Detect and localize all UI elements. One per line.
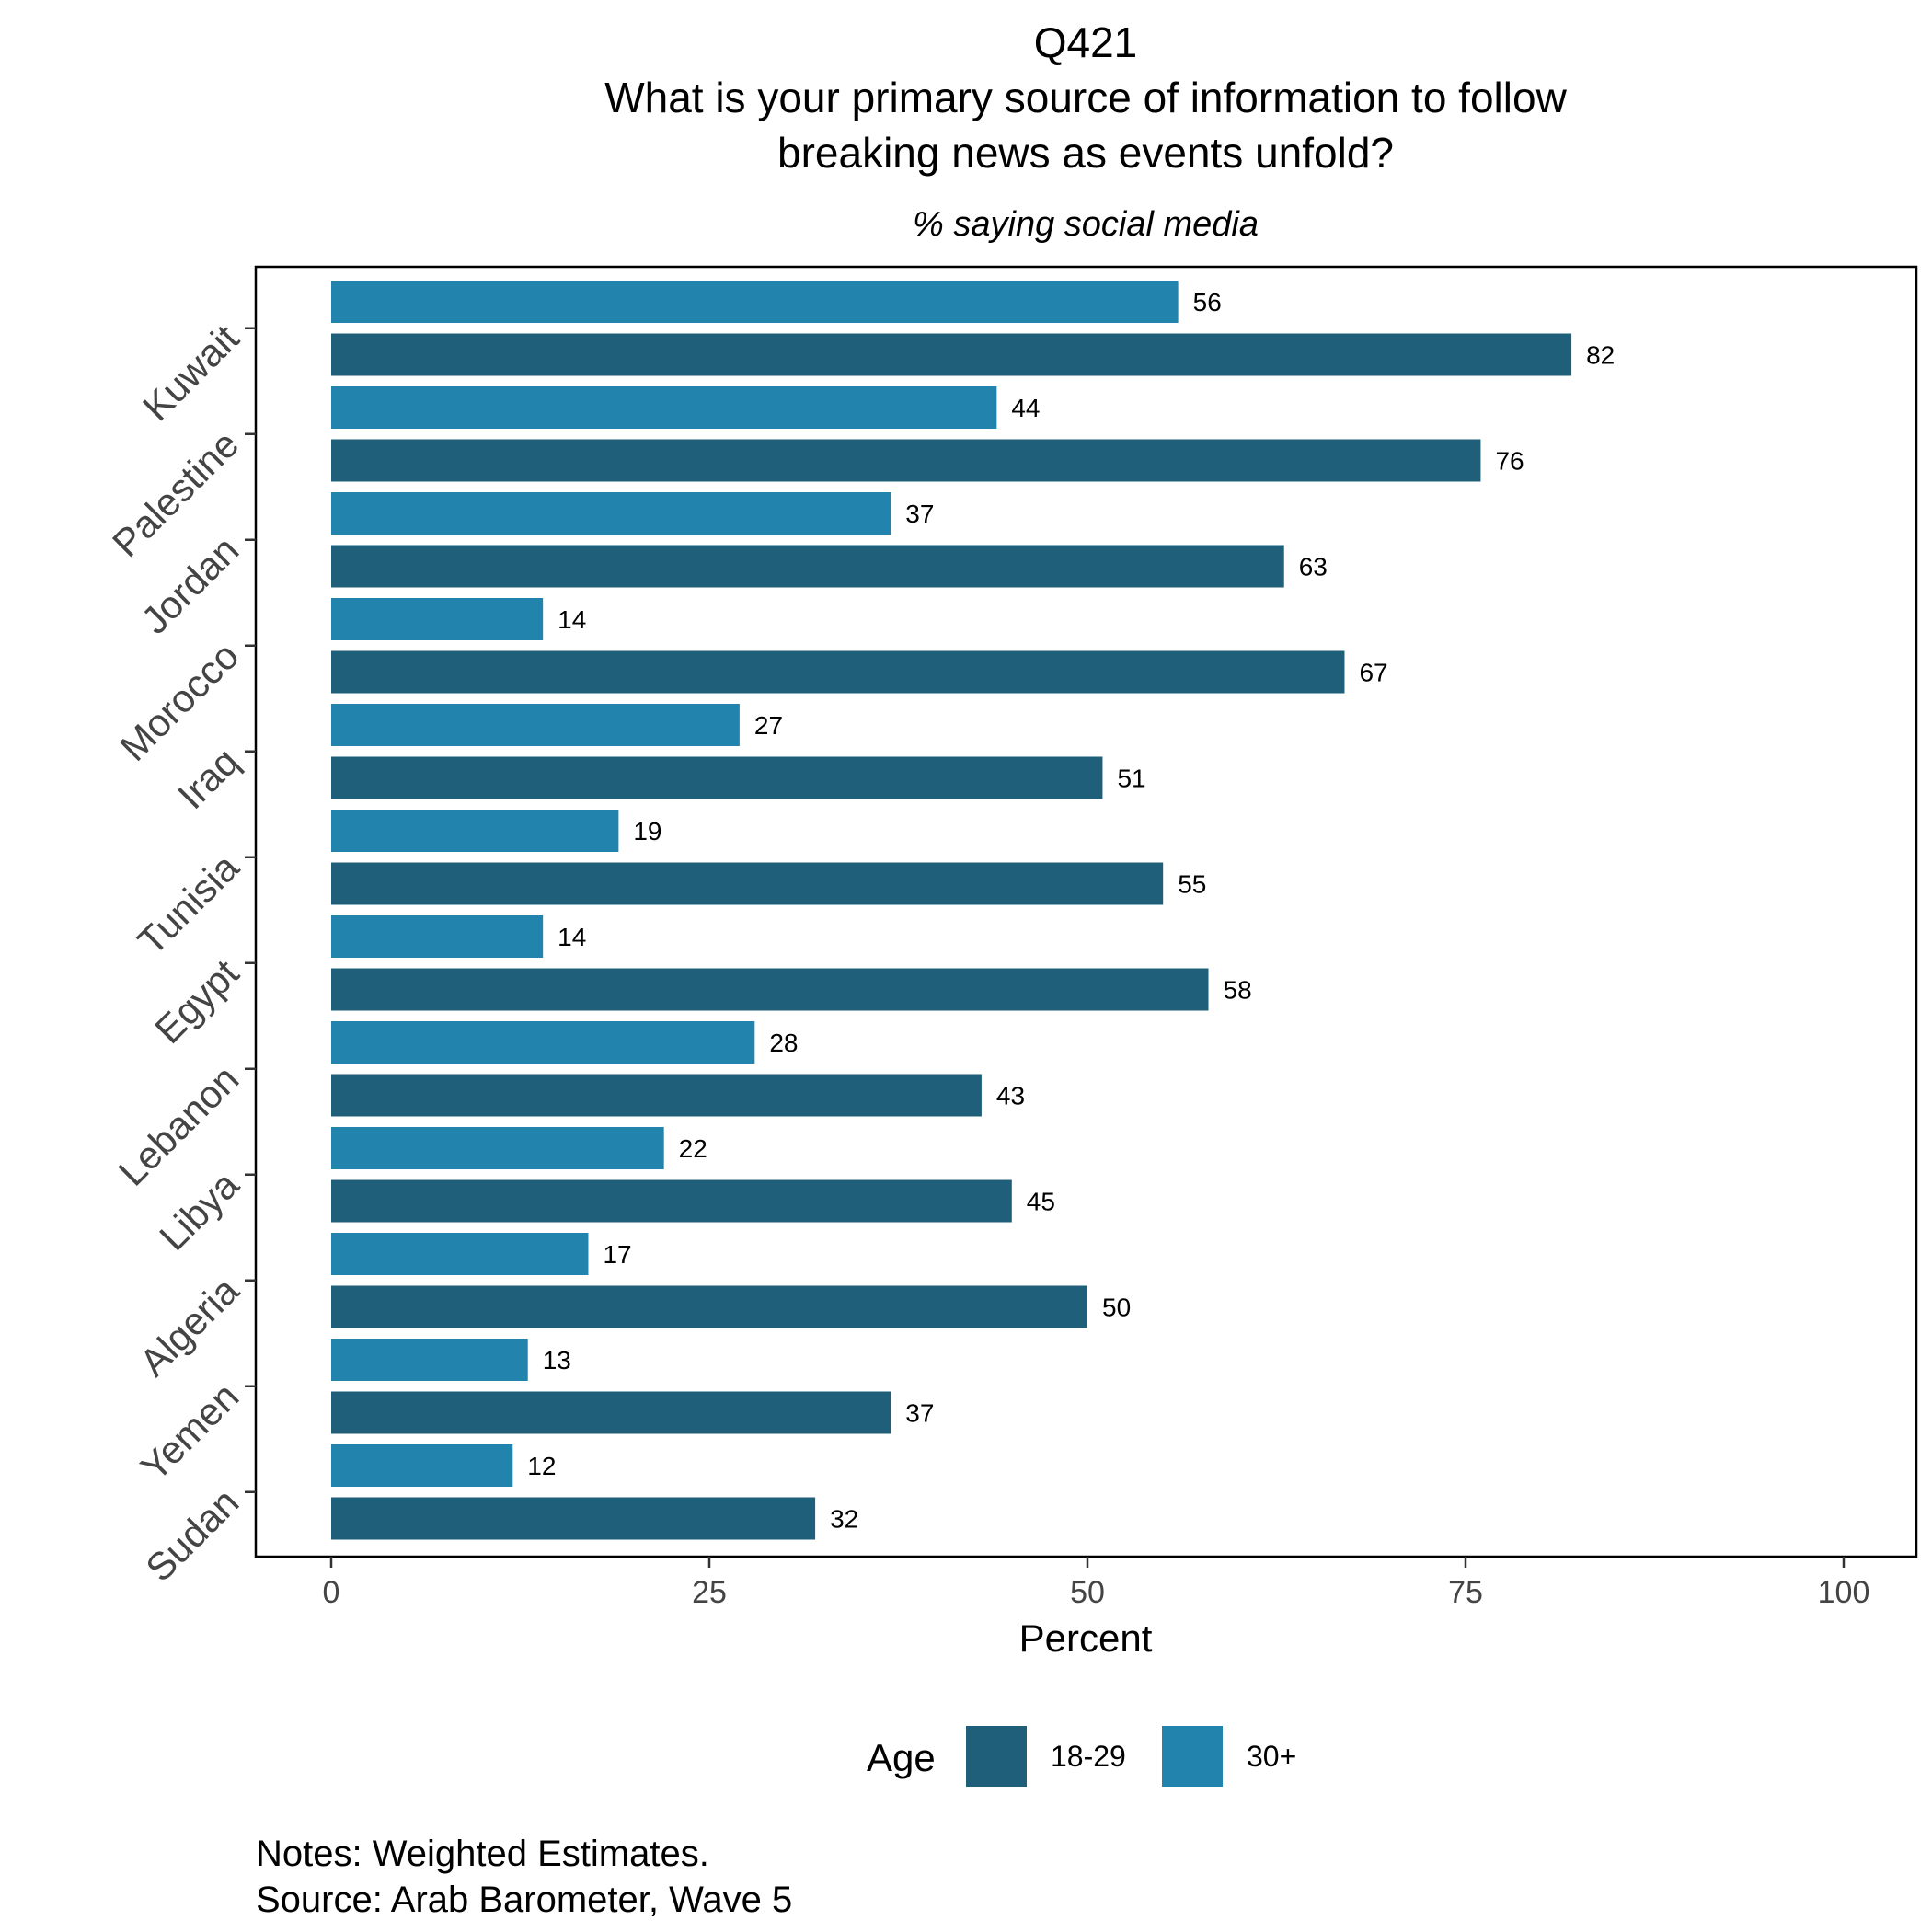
x-tick-label-50: 50 <box>1070 1575 1105 1610</box>
y-tick-label-libya: Libya <box>151 1162 247 1259</box>
y-tick-label-tunisia: Tunisia <box>129 845 247 962</box>
bar-tunisia-18-29 <box>331 862 1164 905</box>
data-label-palestine-18-29: 76 <box>1495 447 1524 476</box>
bar-algeria-30 <box>331 1233 589 1275</box>
bar-palestine-30 <box>331 386 997 429</box>
data-label-palestine-30: 44 <box>1011 394 1040 422</box>
y-axis: KuwaitPalestineJordanMoroccoIraqTunisiaE… <box>104 316 256 1590</box>
bar-lebanon-30 <box>331 1021 755 1064</box>
data-label-sudan-30: 12 <box>527 1452 556 1480</box>
data-labels-layer: 56 82 44 76 37 63 14 67 27 51 19 55 14 58 28 43 22 45 17 50… <box>527 288 1615 1534</box>
y-tick-label-sudan: Sudan <box>137 1480 247 1590</box>
legend-title: Age <box>867 1736 936 1779</box>
y-tick-label-egypt: Egypt <box>146 951 247 1052</box>
x-tick-label-100: 100 <box>1818 1575 1870 1610</box>
data-label-yemen-18-29: 37 <box>905 1399 934 1428</box>
bar-yemen-18-29 <box>331 1391 891 1434</box>
bar-lebanon-18-29 <box>331 1074 982 1117</box>
data-label-jordan-18-29: 63 <box>1299 553 1328 581</box>
bar-iraq-18-29 <box>331 756 1103 799</box>
data-label-algeria-30: 17 <box>603 1240 631 1269</box>
data-label-tunisia-30: 19 <box>633 817 661 845</box>
plot-panel <box>254 265 1918 1558</box>
data-label-libya-30: 22 <box>679 1134 707 1163</box>
chart-title-line-2: What is your primary source of informati… <box>604 74 1567 121</box>
data-label-kuwait-18-29: 82 <box>1586 341 1615 370</box>
bars-layer <box>331 281 1572 1540</box>
y-tick-label-iraq: Iraq <box>169 740 247 817</box>
x-tick-label-0: 0 <box>323 1575 340 1610</box>
bar-jordan-18-29 <box>331 545 1284 588</box>
bar-morocco-30 <box>331 598 544 640</box>
data-label-yemen-30: 13 <box>543 1346 571 1374</box>
bar-morocco-18-29 <box>331 650 1345 694</box>
bar-egypt-30 <box>331 915 544 958</box>
data-label-lebanon-18-29: 43 <box>996 1082 1025 1110</box>
legend-label-30plus: 30+ <box>1247 1740 1296 1773</box>
bar-sudan-30 <box>331 1444 513 1487</box>
bar-egypt-18-29 <box>331 968 1209 1011</box>
data-label-morocco-30: 14 <box>558 605 586 634</box>
x-axis: 0 25 50 75 100 <box>323 1557 1870 1610</box>
legend: Age 18-29 30+ <box>867 1726 1296 1787</box>
data-label-jordan-30: 37 <box>905 500 934 528</box>
legend-swatch-30plus <box>1162 1726 1223 1787</box>
bar-kuwait-30 <box>331 281 1179 323</box>
bar-sudan-18-29 <box>331 1497 816 1540</box>
bar-libya-18-29 <box>331 1179 1012 1223</box>
y-tick-label-morocco: Morocco <box>111 634 247 769</box>
chart-subtitle: % saying social media <box>913 205 1259 244</box>
legend-label-18-29: 18-29 <box>1051 1740 1126 1773</box>
bar-palestine-18-29 <box>331 439 1481 482</box>
data-label-algeria-18-29: 50 <box>1102 1294 1131 1322</box>
y-tick-label-kuwait: Kuwait <box>134 316 247 430</box>
data-label-egypt-18-29: 58 <box>1224 976 1252 1005</box>
y-tick-label-algeria: Algeria <box>132 1268 247 1384</box>
data-label-sudan-18-29: 32 <box>830 1505 858 1534</box>
chart-title-line-1: Q421 <box>1034 18 1138 66</box>
data-label-libya-18-29: 45 <box>1027 1188 1055 1216</box>
x-axis-title: Percent <box>1019 1616 1153 1660</box>
data-label-lebanon-30: 28 <box>769 1029 798 1057</box>
bar-libya-30 <box>331 1127 664 1169</box>
bar-yemen-30 <box>331 1339 528 1381</box>
data-label-tunisia-18-29: 55 <box>1178 870 1206 899</box>
bar-tunisia-30 <box>331 810 619 852</box>
legend-swatch-18-29 <box>966 1726 1027 1787</box>
bar-jordan-30 <box>331 492 891 535</box>
data-label-iraq-18-29: 51 <box>1117 765 1145 793</box>
data-label-kuwait-30: 56 <box>1193 288 1222 316</box>
chart-title-line-3: breaking news as events unfold? <box>777 129 1394 177</box>
source-line: Source: Arab Barometer, Wave 5 <box>256 1880 792 1920</box>
notes-line: Notes: Weighted Estimates. <box>256 1834 709 1874</box>
data-label-iraq-30: 27 <box>754 711 783 740</box>
bar-kuwait-18-29 <box>331 333 1572 376</box>
bar-algeria-18-29 <box>331 1285 1087 1328</box>
bar-iraq-30 <box>331 704 740 746</box>
y-tick-label-yemen: Yemen <box>132 1374 247 1489</box>
x-tick-label-75: 75 <box>1448 1575 1483 1610</box>
x-tick-label-25: 25 <box>692 1575 727 1610</box>
data-label-egypt-30: 14 <box>558 923 586 951</box>
data-label-morocco-18-29: 67 <box>1359 659 1387 687</box>
